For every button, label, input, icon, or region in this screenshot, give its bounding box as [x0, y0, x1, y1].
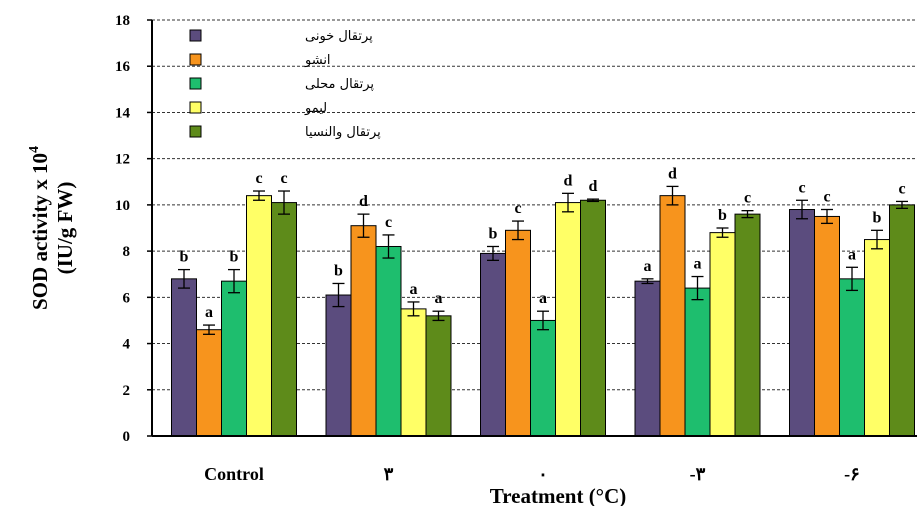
y-tick-label: 8: [123, 244, 131, 260]
significance-letter: d: [359, 193, 368, 210]
y-tick-label: 12: [115, 152, 130, 168]
bar: [325, 294, 352, 437]
significance-letter: d: [564, 172, 573, 189]
x-category-label: -۳: [690, 464, 706, 484]
bar: [889, 204, 915, 437]
significance-letter: b: [873, 209, 882, 226]
significance-letter: a: [435, 290, 443, 307]
bar: [221, 280, 247, 437]
y-axis-title-sup: 4: [27, 146, 42, 153]
legend-label: انشو: [304, 53, 331, 68]
x-axis-title: Treatment (°C): [490, 484, 627, 506]
x-category-label: -۶: [844, 464, 860, 484]
bar: [734, 213, 761, 437]
bar: [530, 319, 556, 437]
y-axis-title-main: SOD activity x 10: [28, 153, 52, 310]
x-categories: Control ۳ ۰ -۳ -۶: [204, 464, 860, 484]
y-tick-label: 0: [123, 429, 131, 445]
bar: [839, 278, 865, 437]
y-axis-title: SOD activity x 104 (IU/g FW): [27, 146, 77, 310]
bar: [171, 278, 197, 437]
significance-letter: c: [744, 190, 751, 207]
legend-label: پرتقال خونی: [305, 29, 373, 44]
significance-letter: a: [410, 281, 418, 298]
bar: [196, 329, 222, 437]
significance-letter: a: [539, 290, 547, 307]
significance-letter: b: [718, 207, 727, 224]
y-tick-label: 2: [123, 383, 131, 399]
error-bars: [178, 185, 908, 335]
significance-letter: b: [230, 249, 239, 266]
bar: [480, 252, 506, 437]
significance-letter: d: [589, 178, 598, 195]
significance-letter: c: [385, 214, 392, 231]
significance-letter: b: [334, 262, 343, 279]
svg-text:SOD activity x 104: SOD activity x 104: [27, 146, 52, 310]
bar: [659, 195, 686, 437]
bars: [171, 195, 915, 437]
legend-label: پرتقال والنسیا: [305, 125, 381, 140]
significance-letter: a: [848, 246, 856, 263]
legend: پرتقال خونی انشو پرتقال محلی لیمو پرتقال وال…: [189, 29, 381, 140]
significance-letter: c: [514, 200, 521, 217]
significance-letter: a: [205, 304, 213, 321]
bar: [814, 215, 840, 437]
x-category-label: ۰: [538, 464, 548, 484]
bar: [400, 308, 427, 437]
x-category-label: ۳: [384, 464, 394, 484]
bar: [789, 209, 815, 437]
y-axis-title-unit: (IU/g FW): [53, 182, 77, 275]
bar: [375, 245, 402, 437]
significance-letter: c: [255, 170, 262, 187]
y-tick-label: 14: [115, 105, 131, 121]
bar: [580, 199, 606, 437]
legend-swatch: [189, 53, 202, 66]
bar: [684, 287, 711, 437]
legend-swatch: [189, 125, 202, 138]
significance-letter: d: [668, 165, 677, 182]
significance-letter: c: [798, 179, 805, 196]
y-tick-label: 16: [115, 59, 131, 75]
significance-letter: c: [823, 189, 830, 206]
significance-letter: c: [280, 170, 287, 187]
bar: [425, 315, 452, 437]
y-ticks: 0 2 4 6 8 10 12 14 16 18: [115, 13, 152, 445]
legend-swatch: [189, 29, 202, 42]
significance-letter: a: [694, 256, 702, 273]
significance-letter: b: [180, 249, 189, 266]
legend-label: لیمو: [304, 101, 327, 116]
significance-letter: c: [898, 180, 905, 197]
legend-label: پرتقال محلی: [305, 77, 374, 92]
bar: [555, 202, 581, 437]
significance-letter: a: [644, 258, 652, 275]
y-tick-label: 6: [123, 290, 131, 306]
bar: [505, 229, 531, 437]
bar: [634, 280, 661, 437]
y-tick-label: 18: [115, 13, 130, 29]
significance-letter: b: [489, 225, 498, 242]
bar: [709, 232, 736, 437]
bar: [350, 225, 377, 437]
y-tick-label: 10: [115, 198, 130, 214]
legend-swatch: [189, 77, 202, 90]
x-category-label: Control: [204, 464, 264, 484]
bar: [271, 202, 297, 437]
y-tick-label: 4: [123, 337, 131, 353]
bar: [246, 195, 272, 437]
bar: [864, 239, 890, 437]
legend-swatch: [189, 101, 202, 114]
